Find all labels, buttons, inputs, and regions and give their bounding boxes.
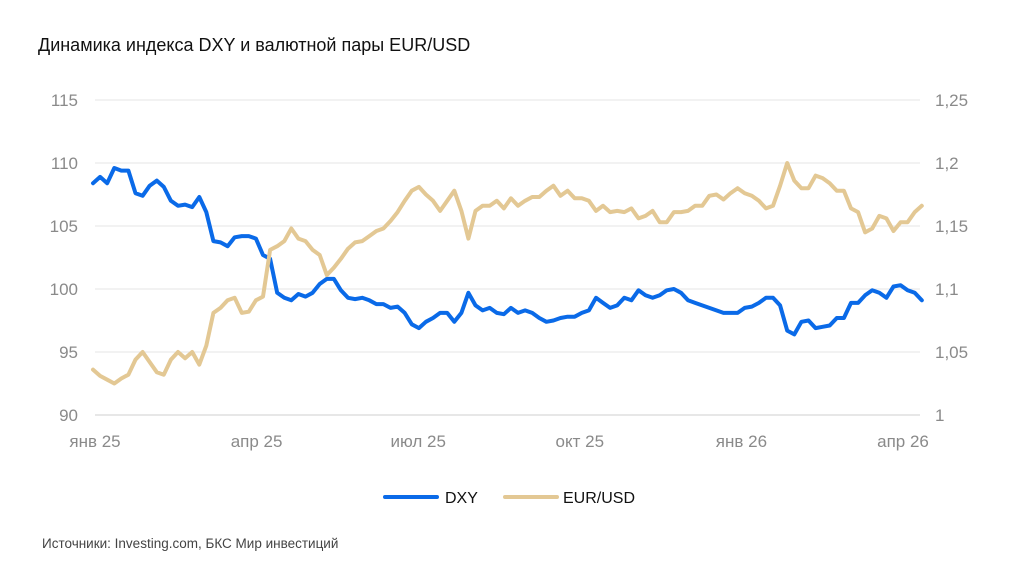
x-tick-label: апр 26 [877, 432, 929, 451]
chart-title: Динамика индекса DXY и валютной пары EUR… [38, 35, 471, 55]
x-tick-label: окт 25 [556, 432, 605, 451]
y-left-tick-label: 115 [51, 91, 78, 110]
y-right-tick-label: 1 [935, 406, 944, 425]
x-tick-label: июл 25 [390, 432, 445, 451]
y-left-tick-label: 95 [59, 343, 78, 362]
legend-label: DXY [445, 490, 478, 507]
y-left-tick-label: 110 [51, 154, 78, 173]
y-right-tick-label: 1,25 [935, 91, 968, 110]
y-right-tick-label: 1,05 [935, 343, 968, 362]
x-tick-label: янв 25 [69, 432, 120, 451]
y-left-tick-label: 105 [50, 217, 78, 236]
y-left-tick-label: 100 [50, 280, 78, 299]
series-line-dxy [91, 166, 924, 337]
y-right-tick-label: 1,15 [935, 217, 968, 236]
y-left-tick-label: 90 [59, 406, 78, 425]
legend-label: EUR/USD [563, 490, 635, 507]
x-tick-label: янв 26 [716, 432, 767, 451]
source-note: Источники: Investing.com, БКС Мир инвест… [42, 536, 339, 551]
series-line-eur-usd [91, 161, 924, 386]
x-tick-label: апр 25 [231, 432, 283, 451]
y-right-tick-label: 1,1 [935, 280, 959, 299]
y-right-tick-label: 1,2 [935, 154, 959, 173]
